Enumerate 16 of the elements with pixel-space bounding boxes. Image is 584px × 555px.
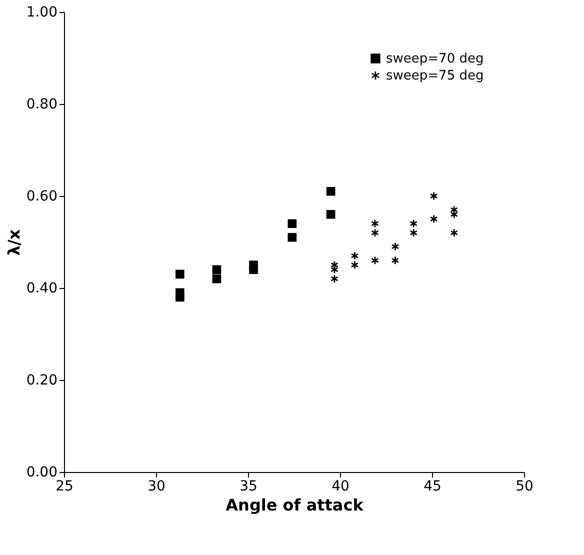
x-tick-label: 25 — [56, 478, 74, 494]
x-tick-label: 40 — [332, 478, 350, 494]
legend-label: sweep=75 deg — [386, 68, 484, 84]
x-tick-label: 30 — [148, 478, 166, 494]
y-tick-label: 1.00 — [26, 4, 58, 20]
y-tick-label: 0.60 — [26, 188, 58, 204]
y-axis-title: λ/x — [4, 228, 24, 256]
x-tick-label: 50 — [516, 478, 534, 494]
y-tick-label: 0.00 — [26, 464, 58, 480]
x-axis-title: Angle of attack — [226, 496, 364, 514]
y-tick-label: 0.20 — [26, 372, 58, 388]
legend-label: sweep=70 deg — [386, 52, 484, 66]
x-tick-label: 35 — [240, 478, 258, 494]
x-tick-label: 45 — [424, 478, 442, 494]
y-tick-label: 0.80 — [26, 96, 58, 112]
y-tick-label: 0.40 — [26, 280, 58, 296]
